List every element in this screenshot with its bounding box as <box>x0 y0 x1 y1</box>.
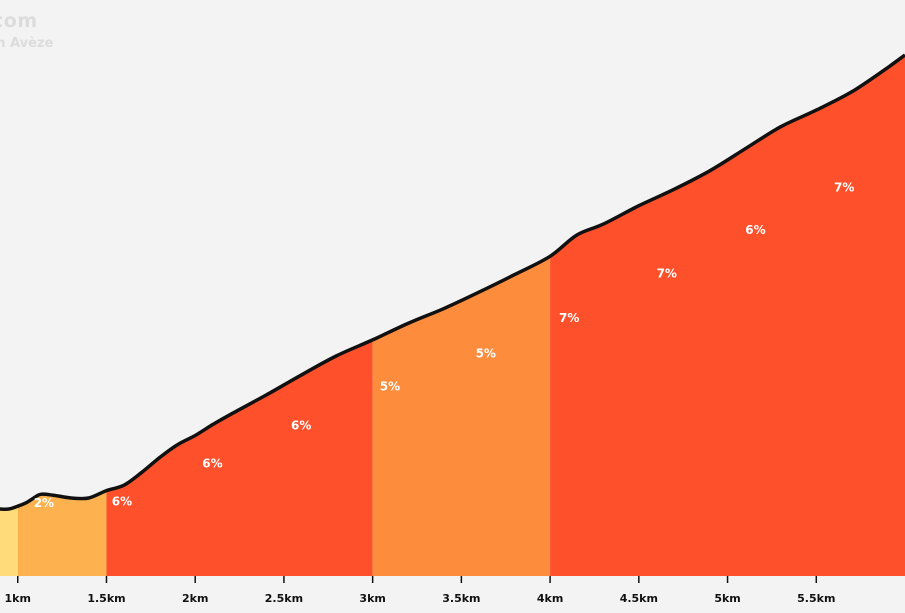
watermark-domain-text: com <box>0 10 38 32</box>
grade-percent-label: 2% <box>34 496 54 510</box>
grade-percent-label: 6% <box>745 223 765 237</box>
grade-percent-label: 7% <box>657 266 677 280</box>
grade-percent-label: 6% <box>112 494 132 508</box>
x-tick-label: 1.5km <box>87 592 125 605</box>
x-tick-label: 3.5km <box>442 592 480 605</box>
x-tick-label: 4km <box>537 592 563 605</box>
x-tick-label: 2km <box>182 592 208 605</box>
x-tick-label: 5.5km <box>797 592 835 605</box>
grade-percent-label: 5% <box>380 379 400 393</box>
grade-labels: 2% 6% 6% 6% 5% 5% 7% 7% 6% 7% <box>34 180 855 509</box>
x-tick-label: 5km <box>714 592 740 605</box>
grade-segment-fill <box>0 55 18 576</box>
grade-segment-fill <box>106 55 373 576</box>
grade-segment-fill <box>372 55 551 576</box>
watermark-logo: com m Avèze <box>0 10 54 51</box>
grade-segments <box>0 55 905 576</box>
grade-percent-label: 5% <box>476 346 496 360</box>
grade-segment-fill <box>550 55 905 576</box>
x-tick-label: 1km <box>5 592 31 605</box>
x-axis: 1km 1.5km 2km 2.5km 3km 3.5km 4km 4.5km 5km 5.5km <box>5 576 835 605</box>
x-tick-label: 4.5km <box>620 592 658 605</box>
watermark-route-text: m Avèze <box>0 36 54 51</box>
grade-segment-fill <box>17 55 107 576</box>
grade-percent-label: 6% <box>202 457 222 471</box>
elevation-line <box>0 53 905 511</box>
grade-percent-label: 7% <box>834 180 854 194</box>
x-tick-label: 2.5km <box>265 592 303 605</box>
grade-percent-label: 6% <box>291 419 311 433</box>
x-tick-label: 3km <box>359 592 385 605</box>
grade-percent-label: 7% <box>559 311 579 325</box>
